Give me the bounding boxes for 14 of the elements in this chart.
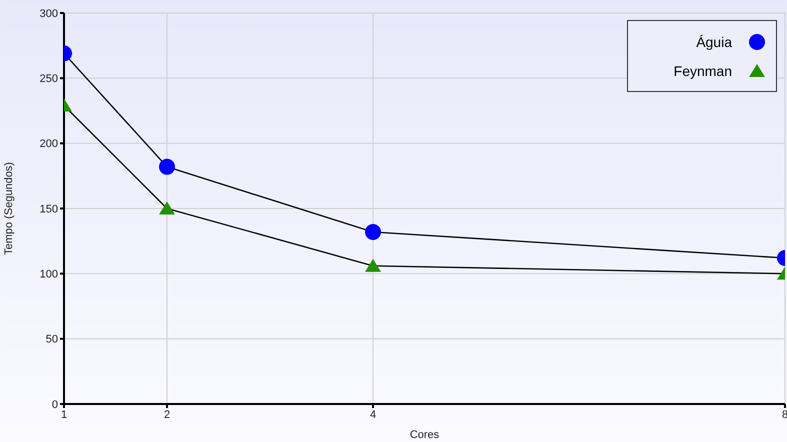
y-tick-label: 0 [52,398,58,411]
y-tick-label: 200 [40,138,58,150]
legend-label: Feynman [674,62,732,78]
y-tick-label: 50 [46,334,58,346]
y-tick-label: 150 [40,203,58,216]
x-tick-label: 4 [370,408,376,421]
y-tick-label: 100 [40,268,58,281]
y-tick-label: 250 [40,73,58,86]
x-tick-label: 2 [164,408,170,421]
x-axis-title: Cores [410,429,440,441]
legend-label: Águia [696,34,732,50]
y-axis-title: Tempo (Segundos) [2,162,15,255]
x-tick-label: 1 [60,408,68,421]
y-tick-label: 300 [40,8,58,20]
